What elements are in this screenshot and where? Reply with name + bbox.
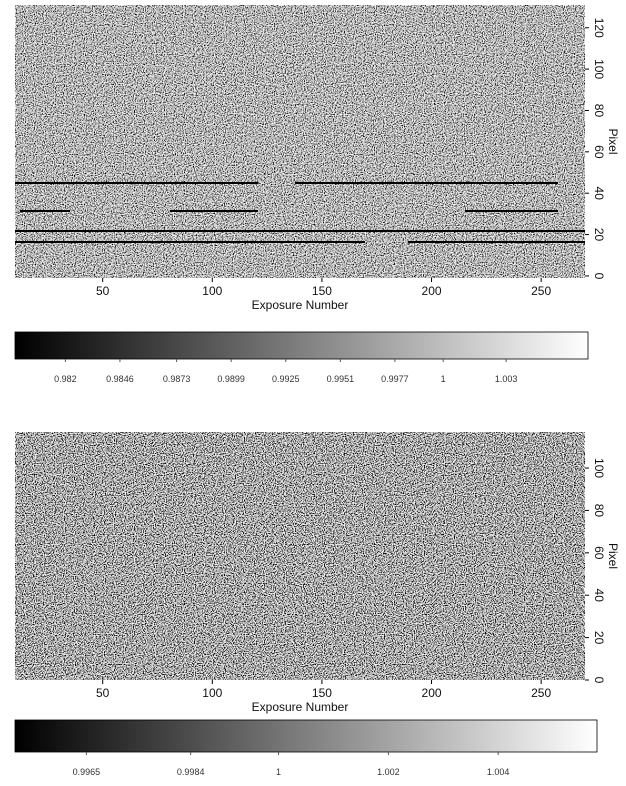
colorbar-tick-label: 0.9977 xyxy=(381,374,409,384)
colorbar-tick-label: 1.003 xyxy=(495,374,518,384)
y-tick-label: 80 xyxy=(592,504,606,518)
y-tick-label: 80 xyxy=(592,104,606,118)
x-tick-label: 50 xyxy=(96,686,110,700)
colorbar-tick-label: 0.9925 xyxy=(272,374,300,384)
colorbar-tick-label: 0.9984 xyxy=(177,767,205,777)
y-tick-label: 40 xyxy=(592,187,606,201)
x-tick-label: 250 xyxy=(531,686,551,700)
x-tick-label: 150 xyxy=(312,686,332,700)
colorbar-tick-label: 0.9873 xyxy=(163,374,191,384)
y-tick-label: 120 xyxy=(592,18,606,38)
y-tick-label: 40 xyxy=(592,589,606,603)
x-tick-label: 100 xyxy=(202,284,222,298)
y-tick-label: 100 xyxy=(592,458,606,478)
colorbar-tick-label: 0.9899 xyxy=(217,374,245,384)
y-axis-label: Pixel xyxy=(606,128,620,154)
x-tick-label: 150 xyxy=(312,284,332,298)
colorbar-tick-label: 1.004 xyxy=(487,767,510,777)
y-tick-label: 0 xyxy=(592,273,606,280)
x-axis-label: Exposure Number xyxy=(252,700,349,714)
x-tick-label: 200 xyxy=(422,686,442,700)
masked-rows xyxy=(15,182,585,243)
heatmap-image xyxy=(15,5,585,278)
colorbar-tick-label: 0.982 xyxy=(54,374,77,384)
colorbar-tick-label: 0.9951 xyxy=(327,374,355,384)
colorbar xyxy=(14,719,598,753)
y-tick-label: 60 xyxy=(592,145,606,159)
colorbar-tick-label: 1 xyxy=(441,374,446,384)
colorbar-tick-label: 0.9846 xyxy=(106,374,134,384)
y-tick-label: 20 xyxy=(592,631,606,645)
y-tick-label: 20 xyxy=(592,228,606,242)
colorbar-tick-label: 1.002 xyxy=(377,767,400,777)
colorbar-tick-label: 0.9965 xyxy=(73,767,101,777)
x-axis-label: Exposure Number xyxy=(252,298,349,312)
x-tick-label: 200 xyxy=(422,284,442,298)
y-tick-label: 0 xyxy=(592,677,606,684)
x-tick-label: 250 xyxy=(531,284,551,298)
x-tick-label: 50 xyxy=(96,284,110,298)
colorbar-tick-label: 1 xyxy=(276,767,281,777)
y-tick-label: 60 xyxy=(592,546,606,560)
colorbar xyxy=(14,331,589,360)
y-axis-label: Pixel xyxy=(606,543,620,569)
y-tick-label: 100 xyxy=(592,59,606,79)
heatmap-image xyxy=(15,432,585,680)
x-tick-label: 100 xyxy=(202,686,222,700)
